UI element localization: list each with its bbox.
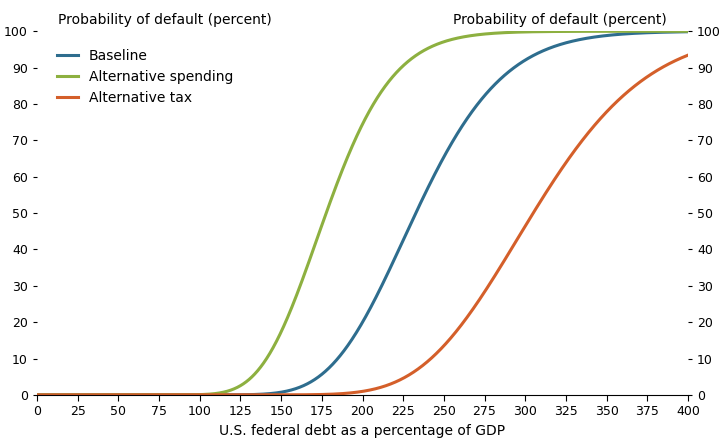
Alternative tax <box>671 58 679 63</box>
Baseline <box>684 29 692 34</box>
Alternative tax <box>684 53 692 58</box>
Baseline <box>601 33 610 38</box>
Alternative spending <box>310 242 319 248</box>
Baseline <box>283 389 291 394</box>
Baseline <box>146 392 154 397</box>
Alternative spending <box>684 29 692 34</box>
Alternative tax <box>146 392 154 397</box>
Baseline <box>33 392 41 397</box>
Line: Baseline: Baseline <box>37 32 688 395</box>
Alternative tax <box>107 392 116 397</box>
X-axis label: U.S. federal debt as a percentage of GDP: U.S. federal debt as a percentage of GDP <box>220 424 505 438</box>
Legend: Baseline, Alternative spending, Alternative tax: Baseline, Alternative spending, Alternat… <box>57 49 233 105</box>
Alternative spending <box>146 392 154 397</box>
Line: Alternative tax: Alternative tax <box>37 55 688 395</box>
Alternative spending <box>107 392 116 397</box>
Baseline <box>671 29 679 34</box>
Baseline <box>107 392 116 397</box>
Alternative spending <box>601 29 610 34</box>
Alternative spending <box>671 29 679 34</box>
Alternative tax <box>283 392 291 397</box>
Alternative spending <box>33 392 41 397</box>
Text: Probability of default (percent): Probability of default (percent) <box>453 13 667 27</box>
Alternative spending <box>283 317 291 322</box>
Line: Alternative spending: Alternative spending <box>37 31 688 395</box>
Baseline <box>310 377 319 382</box>
Alternative tax <box>601 111 610 116</box>
Text: Probability of default (percent): Probability of default (percent) <box>58 13 272 27</box>
Alternative tax <box>33 392 41 397</box>
Alternative tax <box>310 392 319 397</box>
